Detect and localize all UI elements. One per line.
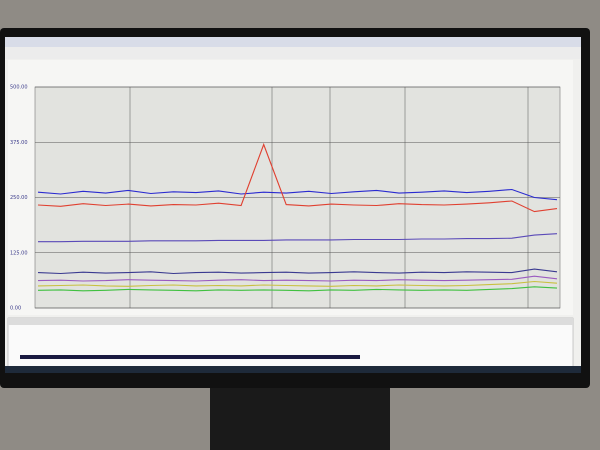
series-line (37, 286, 558, 292)
title-bar (5, 37, 581, 47)
y-tick-label: 250.00 (10, 195, 28, 201)
y-tick-label: 0.00 (10, 306, 21, 312)
selected-row (20, 355, 360, 359)
monitor-stand (210, 380, 390, 450)
series-line (38, 233, 558, 243)
series-line (37, 275, 558, 282)
y-tick-label: 125.00 (10, 250, 28, 256)
data-table (7, 317, 574, 371)
series-line (37, 268, 558, 275)
table-header (8, 318, 573, 325)
y-tick-label: 375.00 (10, 140, 28, 146)
taskbar (5, 366, 581, 373)
series-line (37, 142, 558, 213)
toolbar (5, 47, 581, 59)
series-line (37, 280, 558, 287)
y-tick-label: 500.00 (10, 85, 28, 91)
series-line (37, 188, 558, 201)
